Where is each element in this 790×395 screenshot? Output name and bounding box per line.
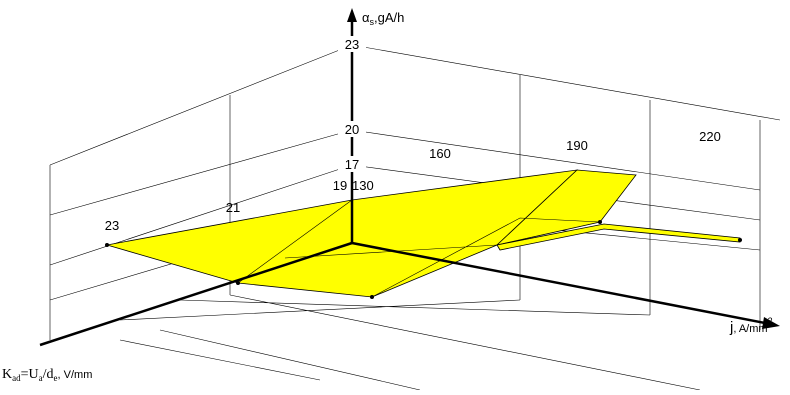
- x-axis-label: j, A/mm2: [729, 316, 773, 336]
- z-tick-label: 23: [345, 37, 359, 52]
- surface: [105, 169, 742, 299]
- y-tick-label: 19: [333, 178, 347, 193]
- axes: [39, 20, 766, 347]
- y-axis-label: Kad=Ua/de, V/mm: [2, 367, 92, 383]
- z-tick-bg: [338, 36, 366, 52]
- x-tick-label: 220: [699, 129, 721, 144]
- x-tick-label: 190: [566, 138, 588, 153]
- x-tick-label: 130: [352, 178, 374, 193]
- z-axis-label: αs,gA/h: [362, 10, 404, 27]
- z-tick-bg: [338, 156, 366, 172]
- z-tick-label: 20: [345, 122, 359, 137]
- z-tick-label: 17: [345, 157, 359, 172]
- y-tick-label: 23: [105, 218, 119, 233]
- z-tick-bg: [338, 121, 366, 137]
- arrow: [347, 8, 357, 22]
- x-tick-label: 160: [429, 146, 451, 161]
- arrow: [762, 317, 780, 329]
- y-tick-label: 21: [226, 200, 240, 215]
